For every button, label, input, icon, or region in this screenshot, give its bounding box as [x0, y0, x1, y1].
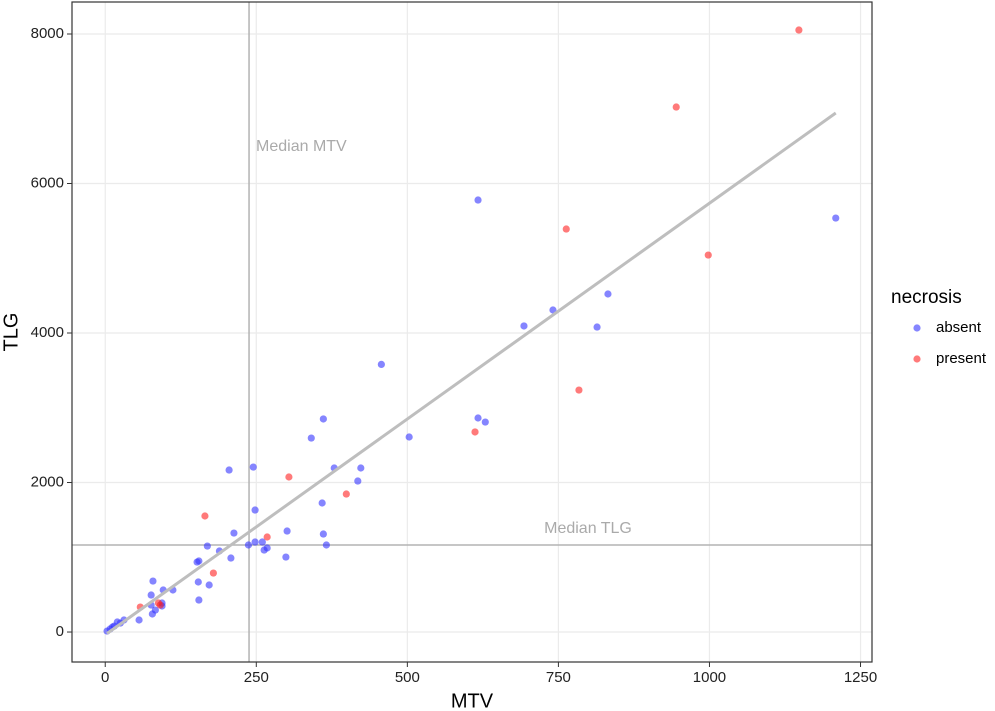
legend-label: absent	[936, 319, 982, 336]
point	[575, 386, 583, 394]
point	[318, 499, 326, 507]
y-tick-label: 6000	[31, 174, 64, 191]
x-tick-label: 750	[546, 669, 571, 686]
x-tick-label: 250	[244, 669, 269, 686]
point	[307, 434, 315, 442]
point	[377, 360, 385, 369]
legend-title: necrosis	[891, 287, 962, 308]
point	[319, 415, 327, 423]
point	[474, 196, 482, 204]
point	[549, 306, 557, 314]
legend-label: present	[936, 350, 987, 367]
point	[227, 554, 235, 562]
point	[135, 616, 143, 624]
x-tick-label: 1250	[844, 669, 877, 686]
point	[704, 251, 712, 259]
panel	[72, 2, 872, 662]
point	[244, 541, 253, 549]
point	[194, 578, 202, 586]
point	[225, 466, 233, 474]
point	[604, 290, 612, 298]
point	[251, 538, 259, 546]
point	[283, 527, 291, 535]
point	[282, 553, 290, 561]
point	[249, 463, 257, 471]
point	[230, 529, 238, 537]
point	[285, 473, 293, 481]
y-tick-label: 0	[56, 623, 64, 640]
fit-line	[106, 111, 837, 635]
point	[147, 591, 155, 599]
point	[205, 581, 213, 589]
point	[319, 530, 327, 538]
point	[258, 538, 266, 546]
point	[474, 414, 482, 422]
point	[209, 569, 217, 577]
point	[562, 225, 570, 233]
point	[260, 546, 268, 554]
x-axis-title: MTV	[451, 690, 494, 711]
point	[251, 506, 259, 514]
y-tick-label: 4000	[31, 324, 64, 341]
y-tick-label: 8000	[31, 25, 64, 42]
point	[471, 428, 479, 436]
point	[481, 418, 489, 426]
x-tick-label: 500	[395, 669, 420, 686]
point	[149, 577, 157, 585]
point	[357, 464, 365, 472]
point	[832, 214, 840, 222]
point	[195, 596, 203, 604]
y-tick-label: 2000	[31, 473, 64, 490]
point	[354, 477, 362, 485]
point	[795, 26, 803, 34]
point	[203, 542, 211, 550]
point	[154, 599, 163, 607]
point	[672, 103, 680, 111]
point	[322, 541, 330, 549]
point	[193, 558, 201, 566]
legend-swatch	[913, 355, 921, 363]
x-tick-label: 0	[101, 669, 109, 686]
point	[201, 512, 209, 520]
x-tick-label: 1000	[693, 669, 726, 686]
reference-label: Median MTV	[256, 138, 347, 155]
point	[593, 323, 601, 331]
point	[148, 610, 156, 618]
legend-swatch	[913, 324, 921, 332]
point	[263, 533, 271, 541]
point	[342, 490, 350, 498]
y-axis-title: TLG	[0, 313, 22, 352]
point	[520, 322, 528, 330]
panel-border	[71, 1, 873, 663]
reference-label: Median TLG	[544, 520, 632, 537]
point	[405, 433, 413, 441]
